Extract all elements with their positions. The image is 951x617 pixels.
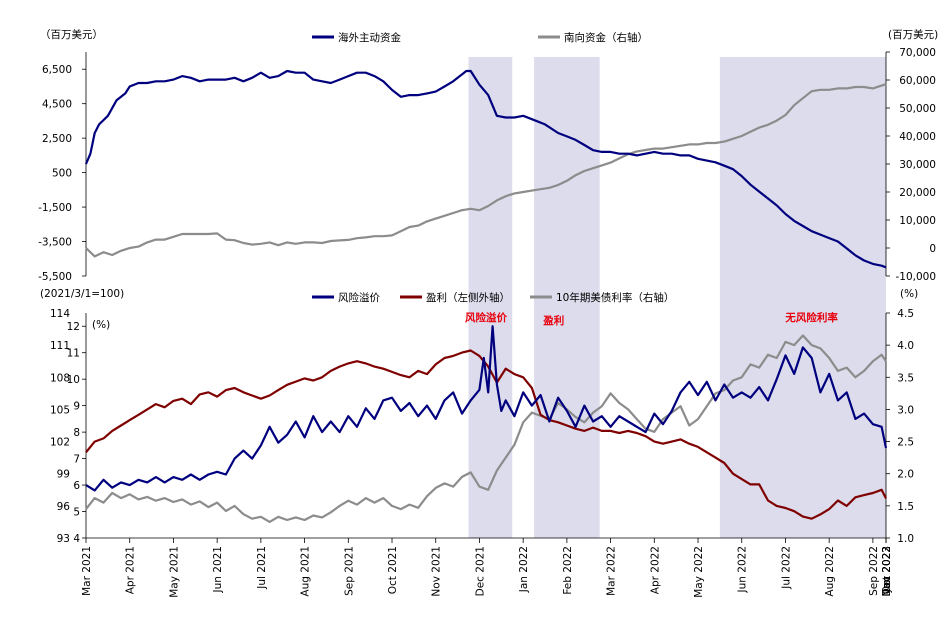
x-tick-label: Nov 2022 xyxy=(881,546,893,597)
pct-tick-label: 7 xyxy=(73,454,80,466)
x-tick-label: Oct 2021 xyxy=(387,546,399,594)
pct-tick-label: 5 xyxy=(73,507,80,519)
shaded-period-3 xyxy=(719,57,886,538)
x-tick-label: Aug 2022 xyxy=(824,546,836,597)
rate-tick-label: 4.0 xyxy=(897,340,914,352)
pct-tick-label: 8 xyxy=(73,427,80,439)
x-tick-label: Oct 2022 xyxy=(881,546,893,594)
top-right-tick-label: 30,000 xyxy=(899,159,936,171)
top-left-tick-label: -1,500 xyxy=(38,202,72,214)
annotation-1: 风险溢价 xyxy=(465,311,507,324)
pct-tick-label: 10 xyxy=(67,374,80,386)
rate-tick-label: 4.5 xyxy=(897,308,914,320)
index-base-label: (2021/3/1=100) xyxy=(40,288,124,300)
x-tick-label: Jun 2021 xyxy=(212,546,224,593)
top-right-tick-label: 40,000 xyxy=(899,131,936,143)
top-right-tick-label: 20,000 xyxy=(899,187,936,199)
top-left-tick-label: 4,500 xyxy=(42,99,72,111)
index-tick-label: 111 xyxy=(50,340,70,352)
pct-tick-label: 12 xyxy=(67,321,80,333)
top-right-tick-label: 60,000 xyxy=(899,75,936,87)
axes-frame xyxy=(85,52,887,539)
bottom-legend: 风险溢价 盈利（左侧外轴） 10年期美债利率（右轴） xyxy=(312,291,674,304)
legend-label-southbound: 南向资金（右轴） xyxy=(564,31,648,44)
x-tick-label: Jul 2022 xyxy=(780,546,792,590)
index-tick-label: 99 xyxy=(57,469,70,481)
index-tick-label: 93 xyxy=(57,533,70,545)
x-tick-label: Jul 2021 xyxy=(256,546,268,590)
ust10y-line xyxy=(85,334,887,523)
x-tick-label: Mar 2022 xyxy=(606,546,618,596)
x-tick-label: Aug 2021 xyxy=(300,546,312,597)
x-tick-label: Sep 2022 xyxy=(868,546,880,596)
axis-ticks: 6,500 4,500 2,500 500 -1,500 -3,500 -5,500 70,0… xyxy=(38,47,936,598)
legend-label-ust10y: 10年期美债利率（右轴） xyxy=(556,291,674,304)
legend-label-risk-premium: 风险溢价 xyxy=(338,291,380,304)
rate-tick-label: 1.0 xyxy=(897,533,914,545)
top-right-tick-label: 70,000 xyxy=(899,47,936,59)
southbound-line xyxy=(85,83,887,258)
legend-label-overseas-active: 海外主动资金 xyxy=(338,31,401,44)
x-tick-label: May 2021 xyxy=(168,546,180,598)
top-right-unit: (百万美元) xyxy=(888,28,938,41)
annotation-2: 盈利 xyxy=(542,314,564,327)
x-tick-label: Feb 2022 xyxy=(562,546,574,595)
rate-tick-label: 2.5 xyxy=(897,437,914,449)
pct-tick-label: 9 xyxy=(73,401,80,413)
x-tick-label: Jan 2022 xyxy=(518,546,530,593)
bottom-left2-unit: (%) xyxy=(92,319,110,331)
overseas-active-line xyxy=(84,69,887,269)
x-tick-label: Dec 2021 xyxy=(474,546,486,596)
bottom-right-unit: (%) xyxy=(900,288,918,300)
x-tick-label: Jan 2023 xyxy=(881,546,893,593)
index-tick-label: 114 xyxy=(50,308,70,320)
x-tick-label: Apr 2022 xyxy=(649,546,661,594)
x-tick-label: Dec 2022 xyxy=(881,546,893,596)
x-tick-label: Sep 2021 xyxy=(343,546,355,596)
rate-tick-label: 2.0 xyxy=(897,469,914,481)
rate-tick-label: 1.5 xyxy=(897,501,914,513)
index-tick-label: 105 xyxy=(50,404,70,416)
x-tick-label: Nov 2021 xyxy=(431,546,443,597)
top-left-tick-label: -3,500 xyxy=(38,237,72,249)
annotations: 风险溢价 盈利 无风险利率 xyxy=(465,311,838,327)
top-left-tick-label: 500 xyxy=(52,168,72,180)
index-tick-label: 96 xyxy=(57,501,71,513)
series-lines xyxy=(84,69,888,523)
top-right-tick-label: 0 xyxy=(929,243,936,255)
top-right-tick-label: -10,000 xyxy=(895,271,936,283)
pct-tick-label: 6 xyxy=(73,480,80,492)
pct-tick-label: 4 xyxy=(73,533,80,545)
top-left-tick-label: 2,500 xyxy=(42,133,72,145)
top-right-tick-label: 10,000 xyxy=(899,215,936,227)
annotation-3: 无风险利率 xyxy=(784,311,838,324)
pct-tick-label: 11 xyxy=(67,348,80,360)
top-right-tick-label: 50,000 xyxy=(899,103,936,115)
x-tick-label: Mar 2021 xyxy=(81,546,93,596)
index-tick-label: 108 xyxy=(50,372,70,384)
legend-label-earnings: 盈利（左侧外轴） xyxy=(426,291,510,304)
index-tick-label: 102 xyxy=(50,437,70,449)
x-tick-label: Jun 2022 xyxy=(737,546,749,593)
risk-premium-line xyxy=(85,325,888,492)
earnings-line xyxy=(85,349,887,520)
top-left-tick-label: 6,500 xyxy=(42,64,72,76)
top-legend: 海外主动资金 南向资金（右轴） xyxy=(312,31,648,44)
x-tick-label: Apr 2021 xyxy=(125,546,137,594)
x-tick-label: May 2022 xyxy=(693,546,705,598)
shaded-periods xyxy=(468,57,886,538)
top-left-unit: （百万美元） xyxy=(40,28,103,41)
rate-tick-label: 3.5 xyxy=(897,372,914,384)
top-left-tick-label: -5,500 xyxy=(38,271,72,283)
rate-tick-label: 3.0 xyxy=(897,404,914,416)
